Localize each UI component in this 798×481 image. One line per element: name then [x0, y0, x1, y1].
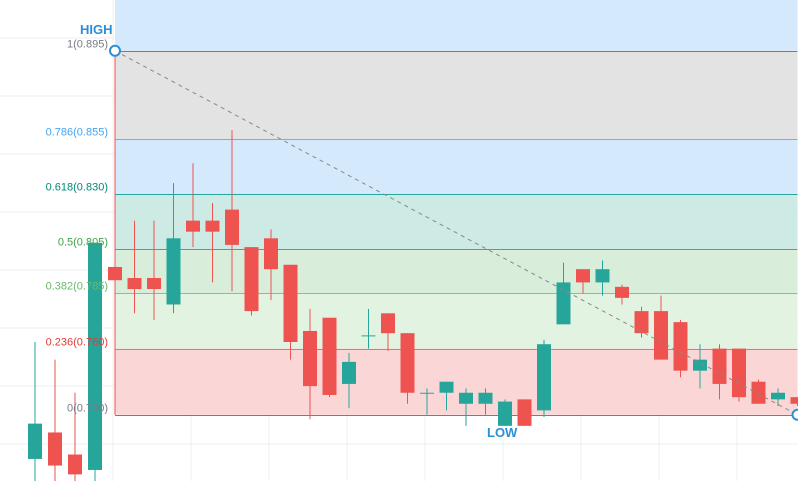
fib-level-lines: [115, 51, 798, 416]
fib-level-label: 0.786(0.855): [46, 127, 108, 139]
candle-body: [225, 209, 239, 245]
candle-body: [264, 238, 278, 270]
fib-level-label: 0.618(0.830): [46, 182, 108, 194]
candle-body: [68, 454, 82, 475]
low-label: LOW: [487, 425, 518, 440]
candle-body: [400, 333, 415, 393]
candle-body: [205, 220, 220, 232]
candle-body: [576, 269, 590, 283]
candle-body: [693, 359, 707, 371]
fib-zone: [115, 293, 798, 349]
fib-trend-line: [114, 50, 798, 416]
fib-level-label: 0.236(0.760): [46, 337, 108, 349]
candle-body: [595, 269, 610, 283]
candle-body: [498, 401, 512, 426]
candle-body: [303, 330, 317, 387]
fib-zone: [115, 249, 798, 294]
candle-body: [459, 392, 473, 404]
candle-body: [322, 317, 337, 395]
fib-level-label: 1(0.895): [67, 39, 108, 51]
fib-zone-above-high: [115, 0, 798, 51]
fib-high-handle[interactable]: [109, 44, 121, 57]
fib-level-labels: 1(0.895) 0.786(0.855) 0.618(0.830) 0.5(0.80…: [46, 39, 108, 415]
candle-body: [48, 432, 62, 466]
candle-body: [771, 392, 785, 400]
candle-body: [751, 381, 766, 404]
candle-body: [127, 278, 142, 290]
candle-body: [615, 286, 629, 298]
candle-body: [283, 264, 298, 342]
candle-body: [634, 311, 649, 334]
candle-body: [478, 392, 493, 404]
fib-zones: [115, 0, 798, 415]
fib-zone: [115, 50, 798, 140]
candles: [28, 50, 798, 481]
candle-body: [147, 278, 161, 290]
candle-body: [439, 381, 454, 393]
candle-body: [88, 242, 102, 470]
candle-body: [790, 397, 798, 404]
fib-level-label: 0.5(0.805): [58, 237, 108, 249]
candle-body: [342, 361, 356, 384]
candle-body: [361, 335, 376, 337]
high-label: HIGH: [80, 22, 113, 37]
candle-body: [244, 247, 259, 312]
candle-body: [186, 220, 200, 232]
candle-body: [537, 344, 551, 411]
candle-body: [654, 311, 668, 360]
candle-body: [420, 392, 434, 394]
fib-level-label: 0(0.730): [67, 403, 108, 415]
candle-body: [28, 423, 42, 459]
candle-body: [381, 313, 395, 334]
candle-body: [556, 282, 571, 325]
candle-body: [166, 238, 181, 305]
candle-body: [673, 322, 688, 371]
candle-body: [517, 399, 532, 426]
candle-body: [712, 348, 727, 384]
fib-low-handle[interactable]: [791, 408, 798, 421]
candle-body: [732, 348, 746, 398]
fib-level-label: 0.382(0.785): [46, 281, 108, 293]
fib-zone: [115, 348, 798, 415]
fib-zone: [115, 139, 798, 195]
